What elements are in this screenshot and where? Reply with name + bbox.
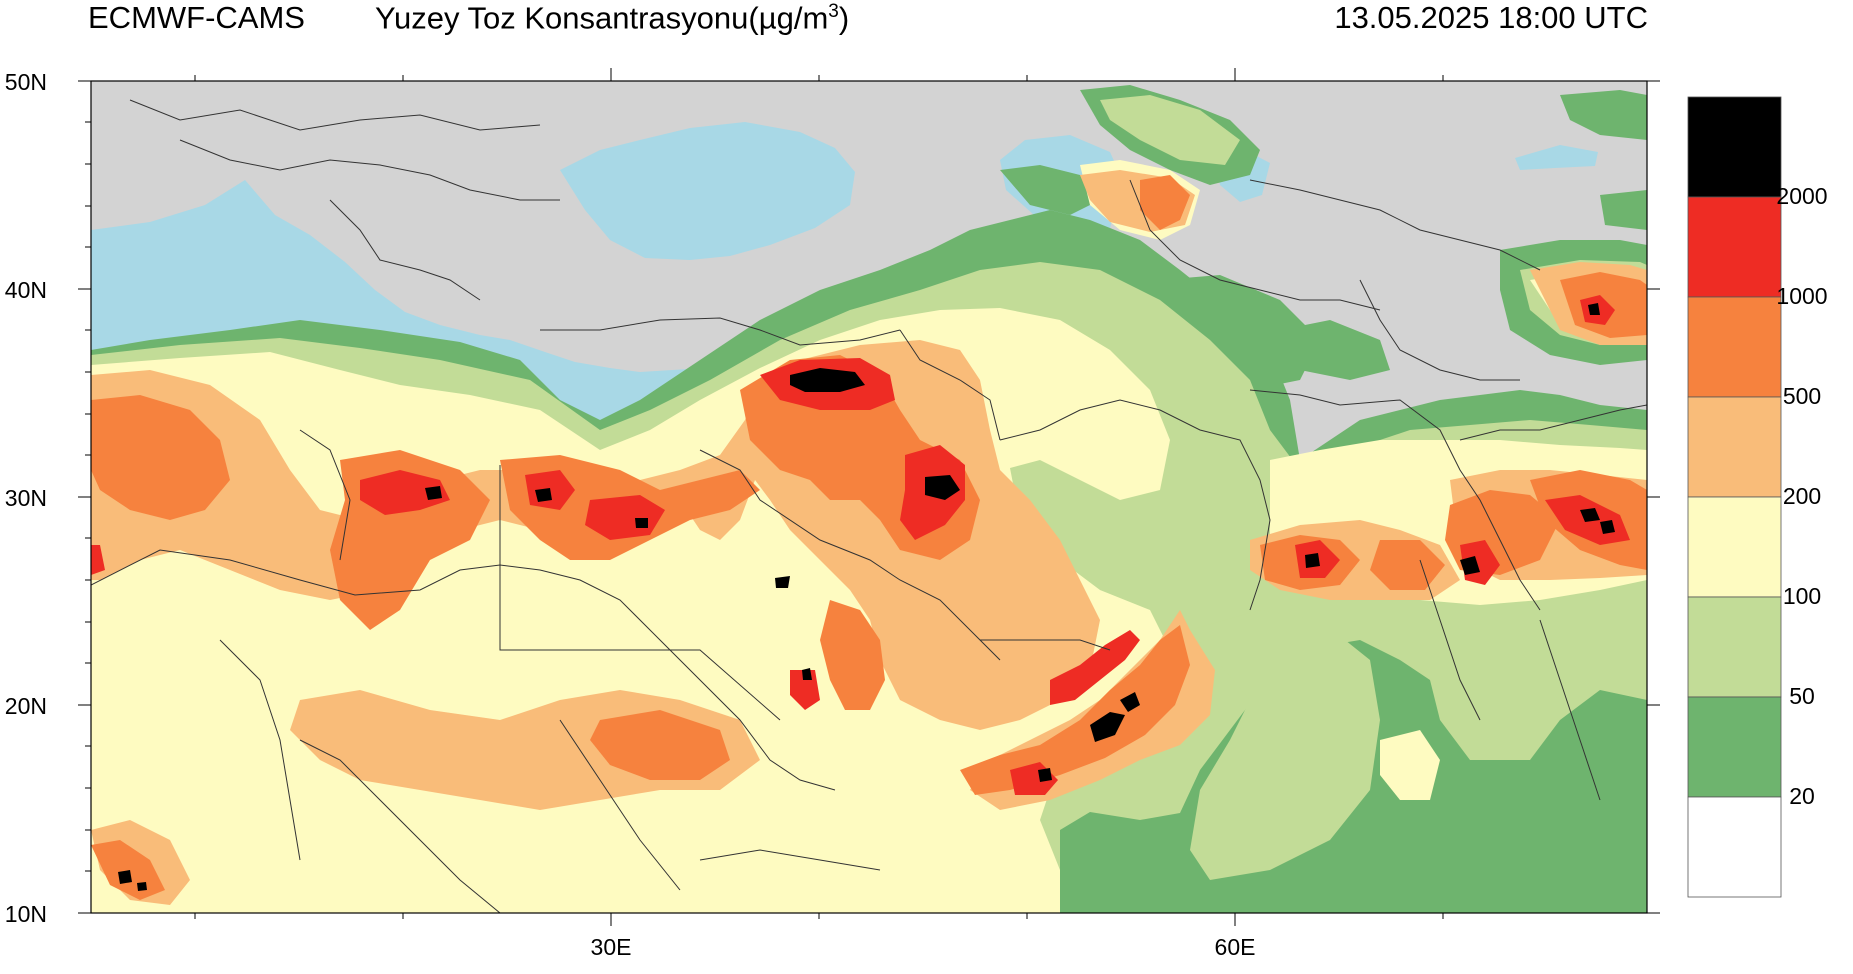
map-title: Yuzey Toz Konsantrasyonu(µg/m3) [375,0,850,36]
colorbar-swatch-below-20 [1687,796,1782,898]
lat-label: 50N [5,69,47,95]
axis-ticks [78,68,1660,926]
colorbar-label-1000: 1000 [1776,283,1828,309]
colorbar-swatch-500 [1687,296,1782,398]
colorbar-swatch-1000 [1687,196,1782,298]
latitude-labels: 50N 40N 30N 20N 10N [5,69,47,927]
colorbar-label-20: 20 [1789,783,1815,809]
colorbar-swatch-50 [1687,596,1782,698]
map-area [91,81,1647,913]
colorbar-swatch-200 [1687,396,1782,498]
valid-time-label: 13.05.2025 18:00 UTC [1334,0,1648,35]
contour-2000 [118,303,1615,891]
colorbar-label-50: 50 [1789,683,1815,709]
longitude-labels: 30E 60E [591,934,1256,960]
black-sea [560,122,855,260]
colorbar-swatch-20 [1687,696,1782,798]
colorbar-swatch-100 [1687,496,1782,598]
lat-label: 10N [5,901,47,927]
dust-contours [91,85,1647,913]
country-borders [91,99,1647,913]
lat-label: 30N [5,485,47,511]
lat-label: 20N [5,693,47,719]
colorbar-label-500: 500 [1782,383,1822,409]
model-source-label: ECMWF-CAMS [88,0,305,35]
colorbar [1687,96,1782,898]
lon-label: 30E [591,934,632,960]
lat-label: 40N [5,277,47,303]
lon-label: 60E [1215,934,1256,960]
colorbar-label-100: 100 [1782,583,1822,609]
colorbar-swatch-2000-plus [1687,96,1782,198]
colorbar-label-2000: 2000 [1776,183,1828,209]
balkhash-lake [1515,145,1598,170]
colorbar-label-200: 200 [1782,483,1822,509]
